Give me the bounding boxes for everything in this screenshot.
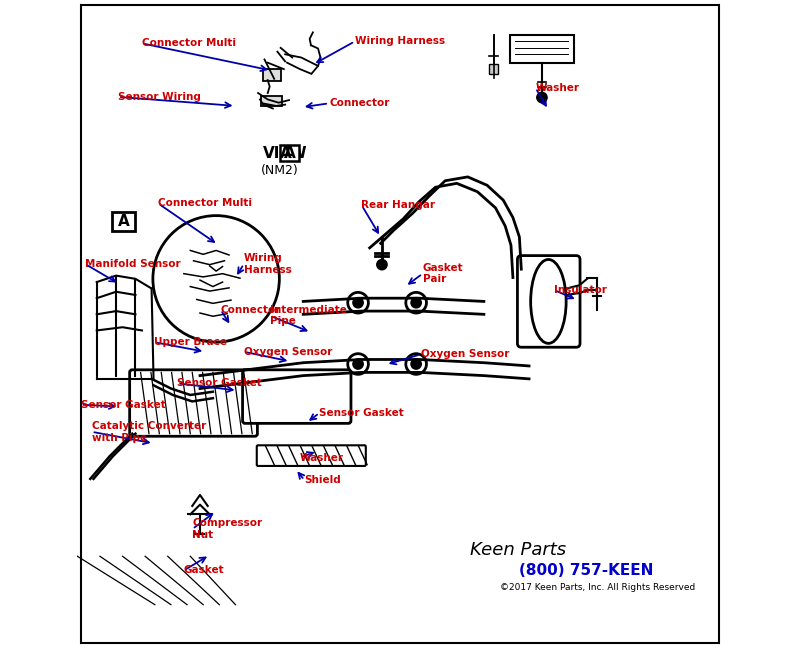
- Text: A: A: [284, 146, 295, 161]
- Text: Sensor Gasket: Sensor Gasket: [178, 378, 262, 388]
- Bar: [489, 64, 498, 74]
- FancyBboxPatch shape: [112, 212, 135, 231]
- Text: Connector: Connector: [329, 98, 390, 108]
- Text: Rear Hangar: Rear Hangar: [362, 200, 435, 210]
- Text: Catalytic Converter
with Pipe: Catalytic Converter with Pipe: [91, 421, 206, 443]
- Text: Upper Brace: Upper Brace: [154, 337, 226, 347]
- Text: Sensor Wiring: Sensor Wiring: [118, 92, 201, 102]
- Ellipse shape: [530, 259, 566, 343]
- Circle shape: [411, 297, 422, 308]
- Text: ©2017 Keen Parts, Inc. All Rights Reserved: ©2017 Keen Parts, Inc. All Rights Reserv…: [500, 583, 695, 592]
- Text: (800) 757-KEEN: (800) 757-KEEN: [519, 563, 654, 578]
- Text: Manifold Sensor: Manifold Sensor: [85, 259, 181, 269]
- Text: VIEW: VIEW: [263, 146, 308, 161]
- Text: Compressor
Nut: Compressor Nut: [192, 518, 262, 540]
- Circle shape: [537, 93, 547, 102]
- Text: Insulator: Insulator: [554, 285, 606, 295]
- Text: Connector Multi: Connector Multi: [158, 198, 252, 209]
- Circle shape: [411, 359, 422, 369]
- Text: A: A: [118, 214, 130, 229]
- Text: Sensor Gasket: Sensor Gasket: [81, 400, 166, 410]
- FancyBboxPatch shape: [280, 145, 299, 161]
- FancyBboxPatch shape: [518, 255, 580, 347]
- Text: Oxygen Sensor: Oxygen Sensor: [244, 347, 332, 357]
- Text: Keen Parts: Keen Parts: [470, 541, 566, 559]
- Circle shape: [377, 259, 387, 270]
- Text: Washer: Washer: [300, 452, 344, 463]
- Text: Shield: Shield: [305, 475, 342, 485]
- Text: Sensor Gasket: Sensor Gasket: [319, 408, 404, 418]
- FancyBboxPatch shape: [257, 445, 366, 466]
- Text: (NM2): (NM2): [261, 164, 298, 177]
- FancyBboxPatch shape: [130, 370, 258, 436]
- Circle shape: [153, 216, 279, 342]
- Text: A: A: [280, 146, 292, 161]
- Text: Wiring Harness: Wiring Harness: [355, 36, 445, 47]
- Bar: [262, 96, 282, 106]
- Text: Connector Multi: Connector Multi: [142, 38, 236, 49]
- Circle shape: [353, 297, 363, 308]
- Text: Wiring
Harness: Wiring Harness: [244, 253, 292, 275]
- Text: Gasket
Pair: Gasket Pair: [422, 263, 463, 284]
- Text: Gasket: Gasket: [184, 566, 225, 575]
- Text: Washer: Washer: [535, 83, 579, 93]
- Bar: [262, 69, 281, 81]
- Text: Intermediate
Pipe: Intermediate Pipe: [270, 305, 346, 327]
- FancyBboxPatch shape: [242, 370, 351, 423]
- Text: Connector: Connector: [221, 305, 281, 315]
- Text: Oxygen Sensor: Oxygen Sensor: [421, 349, 509, 360]
- Circle shape: [353, 359, 363, 369]
- Polygon shape: [510, 35, 574, 63]
